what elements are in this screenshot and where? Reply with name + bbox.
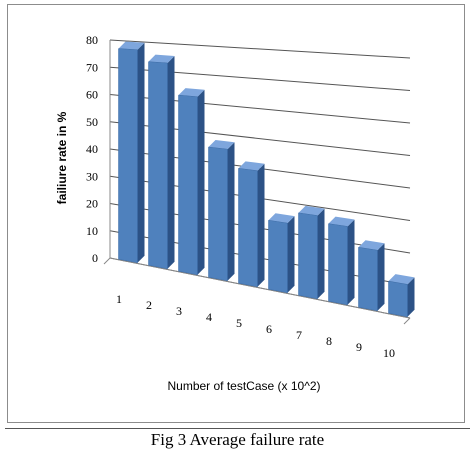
x-axis-line [109,257,411,319]
y-tick-label: 70 [86,60,98,74]
y-tick-label: 30 [86,169,98,183]
x-tick-label: 7 [296,328,302,342]
y-tick-label: 0 [92,251,98,265]
floor-edge [403,317,411,325]
x-tick-label: 1 [116,292,122,306]
y-tick-labels: 0 10 20 30 40 50 60 70 80 [86,33,98,265]
x-tick-label: 9 [356,340,362,354]
bar [208,140,235,282]
bar [178,88,205,276]
caption-divider [5,428,470,429]
x-tick-label: 4 [206,310,212,324]
bar [118,41,145,264]
bar [148,54,175,270]
bar [328,216,355,306]
y-tick-label: 50 [86,115,98,129]
x-tick-label: 10 [383,346,395,360]
chart-frame [7,4,465,423]
bar [388,274,415,318]
bar [238,161,265,288]
bar [268,213,295,294]
x-tick-labels: 1 2 3 4 5 6 7 8 9 10 [116,292,395,360]
x-tick-label: 6 [266,322,272,336]
bar [358,240,385,312]
y-tick-label: 40 [86,142,98,156]
y-axis-label: failiure rate in % [55,111,69,204]
x-tick-label: 8 [326,334,332,348]
x-axis-label: Number of testCase (x 10^2) [167,379,320,393]
floor-edge [103,257,111,265]
y-tick-label: 60 [86,88,98,102]
y-tick-label: 10 [86,224,98,238]
gridline [109,39,411,59]
figure-caption: Fig 3 Average failure rate [150,430,325,449]
y-tick-label: 80 [86,33,98,47]
bar [298,205,325,300]
bars [118,41,415,318]
x-tick-label: 5 [236,316,242,330]
y-tick-label: 20 [86,197,98,211]
x-tick-label: 2 [146,298,152,312]
x-tick-label: 3 [176,304,182,318]
axis-lines [103,40,411,325]
